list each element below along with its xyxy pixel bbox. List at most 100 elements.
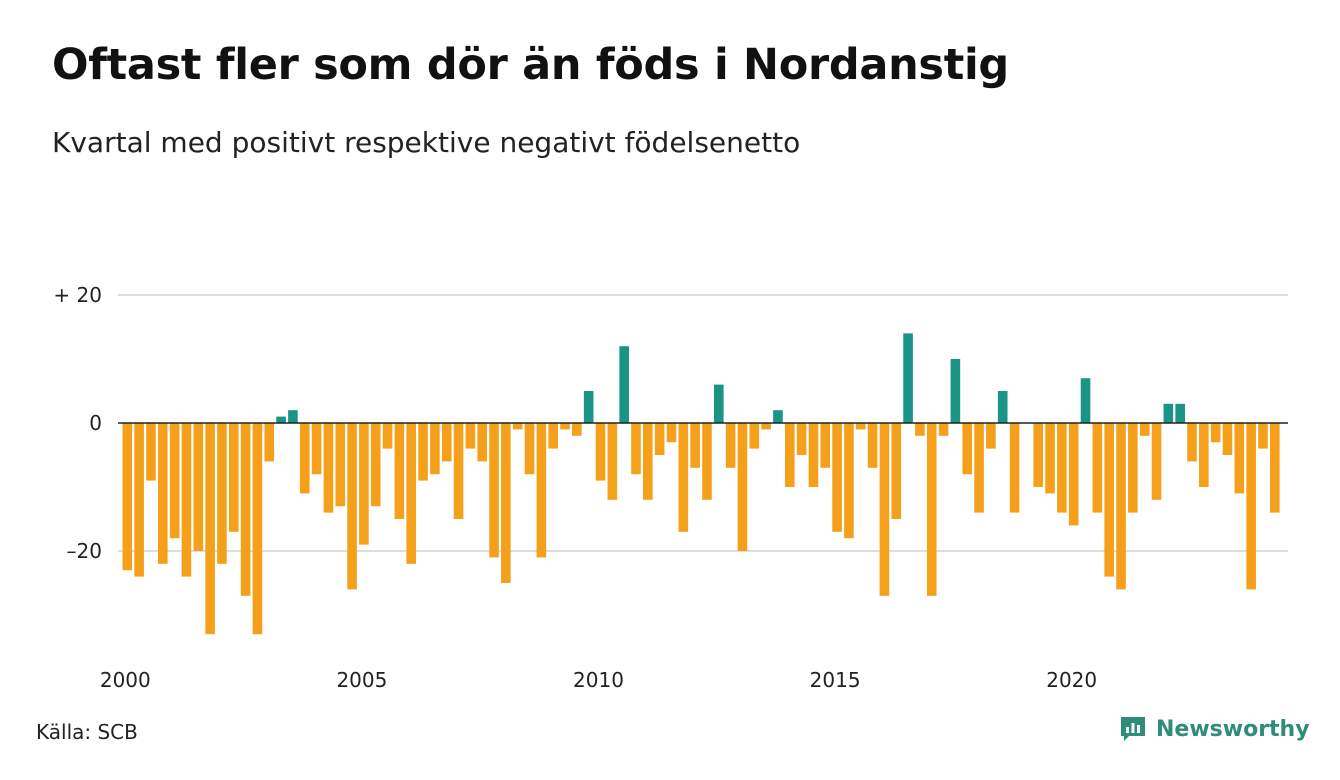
x-tick-label: 2015: [810, 668, 861, 692]
bar-negative: [359, 423, 369, 545]
bar-negative: [855, 423, 866, 430]
bar-negative: [844, 423, 854, 539]
x-tick-label: 2020: [1046, 668, 1097, 692]
bar-negative: [441, 423, 452, 462]
bar-negative: [193, 423, 204, 551]
bar-negative: [595, 423, 606, 481]
bar-negative: [382, 423, 393, 449]
bar-negative: [217, 423, 227, 564]
bar-negative: [347, 423, 357, 590]
bar-negative: [1222, 423, 1233, 455]
y-axis-labels: + 20 0 –20: [53, 283, 102, 563]
bar-negative: [524, 423, 535, 475]
bar-negative: [690, 423, 700, 468]
bar-negative: [879, 423, 890, 596]
bar-negative: [1187, 423, 1197, 462]
bar-negative: [394, 423, 405, 519]
bar-negative: [169, 423, 180, 539]
grid-lines: [118, 294, 1288, 552]
bar-negative: [572, 423, 582, 436]
bar-negative: [264, 423, 275, 462]
bar-positive: [1080, 378, 1091, 423]
bar-negative: [311, 423, 322, 475]
bar-negative: [666, 423, 677, 443]
bar-negative: [1068, 423, 1079, 526]
bar-negative: [796, 423, 807, 455]
bar-positive: [1175, 403, 1185, 423]
bar-negative: [737, 423, 748, 551]
bar-negative: [453, 423, 464, 519]
bar-negative: [643, 423, 653, 500]
bar-positive: [714, 384, 724, 423]
bar-negative: [1116, 423, 1126, 590]
brand-logo[interactable]: Newsworthy: [1118, 714, 1310, 744]
bar-negative: [146, 423, 156, 481]
source-note: Källa: SCB: [36, 720, 138, 744]
bar-negative: [761, 423, 771, 430]
x-tick-label: 2000: [100, 668, 151, 692]
bar-negative: [1246, 423, 1256, 590]
bar-negative: [962, 423, 973, 475]
bar-negative: [548, 423, 558, 449]
bar-negative: [536, 423, 547, 558]
x-tick-label: 2010: [573, 668, 624, 692]
bar-negative: [891, 423, 902, 519]
bar-negative: [122, 423, 133, 571]
bar-negative: [1092, 423, 1103, 513]
bar-negative: [867, 423, 878, 468]
bar-positive: [583, 391, 594, 423]
chart-subtitle: Kvartal med positivt respektive negativt…: [52, 126, 801, 159]
bar-positive: [903, 333, 913, 423]
x-axis-labels: 2000 2005 2010 2015 2020: [100, 668, 1097, 692]
bar-negative: [832, 423, 842, 532]
bar-negative: [1045, 423, 1055, 494]
bar-negative: [915, 423, 925, 436]
chart-title: Oftast fler som dör än föds i Nordanstig: [52, 40, 1009, 90]
bar-positive: [288, 410, 298, 423]
bar-negative: [784, 423, 795, 487]
bar-negative: [1009, 423, 1020, 513]
bar-negative: [512, 423, 523, 430]
bar-negative: [1234, 423, 1245, 494]
bar-negative: [501, 423, 511, 583]
bar-negative: [477, 423, 487, 462]
bar-negative: [240, 423, 251, 596]
bar-negative: [654, 423, 665, 455]
bar-negative: [418, 423, 428, 481]
bar-negative: [938, 423, 949, 436]
bar-negative: [1104, 423, 1114, 577]
bar-negative: [1128, 423, 1138, 513]
bar-negative: [1057, 423, 1067, 513]
bar-negative: [1033, 423, 1044, 487]
brand-name: Newsworthy: [1156, 716, 1310, 742]
bar-negative: [299, 423, 310, 494]
bars: [122, 333, 1280, 635]
y-tick-label: + 20: [53, 283, 102, 307]
bar-negative: [465, 423, 476, 449]
bar-chart: + 20 0 –20 2000 2005 2010 2015 2020: [53, 283, 1288, 692]
bar-negative: [489, 423, 499, 558]
bar-negative: [986, 423, 996, 449]
bar-negative: [370, 423, 381, 507]
bar-negative: [430, 423, 440, 475]
y-tick-label: 0: [89, 411, 102, 435]
bar-negative: [725, 423, 736, 468]
bar-negative: [749, 423, 760, 449]
bar-positive: [997, 391, 1008, 423]
bar-negative: [228, 423, 239, 532]
newsworthy-logo-icon: [1121, 717, 1145, 741]
x-tick-label: 2005: [336, 668, 387, 692]
bar-negative: [406, 423, 417, 564]
bar-negative: [181, 423, 192, 577]
bar-negative: [252, 423, 263, 635]
bar-positive: [619, 346, 629, 423]
bar-negative: [157, 423, 168, 564]
bar-negative: [134, 423, 144, 577]
bar-negative: [808, 423, 819, 487]
bar-negative: [323, 423, 334, 513]
bar-positive: [773, 410, 783, 423]
bar-negative: [607, 423, 618, 500]
bar-negative: [335, 423, 346, 507]
y-tick-label: –20: [67, 539, 102, 563]
bar-negative: [820, 423, 831, 468]
